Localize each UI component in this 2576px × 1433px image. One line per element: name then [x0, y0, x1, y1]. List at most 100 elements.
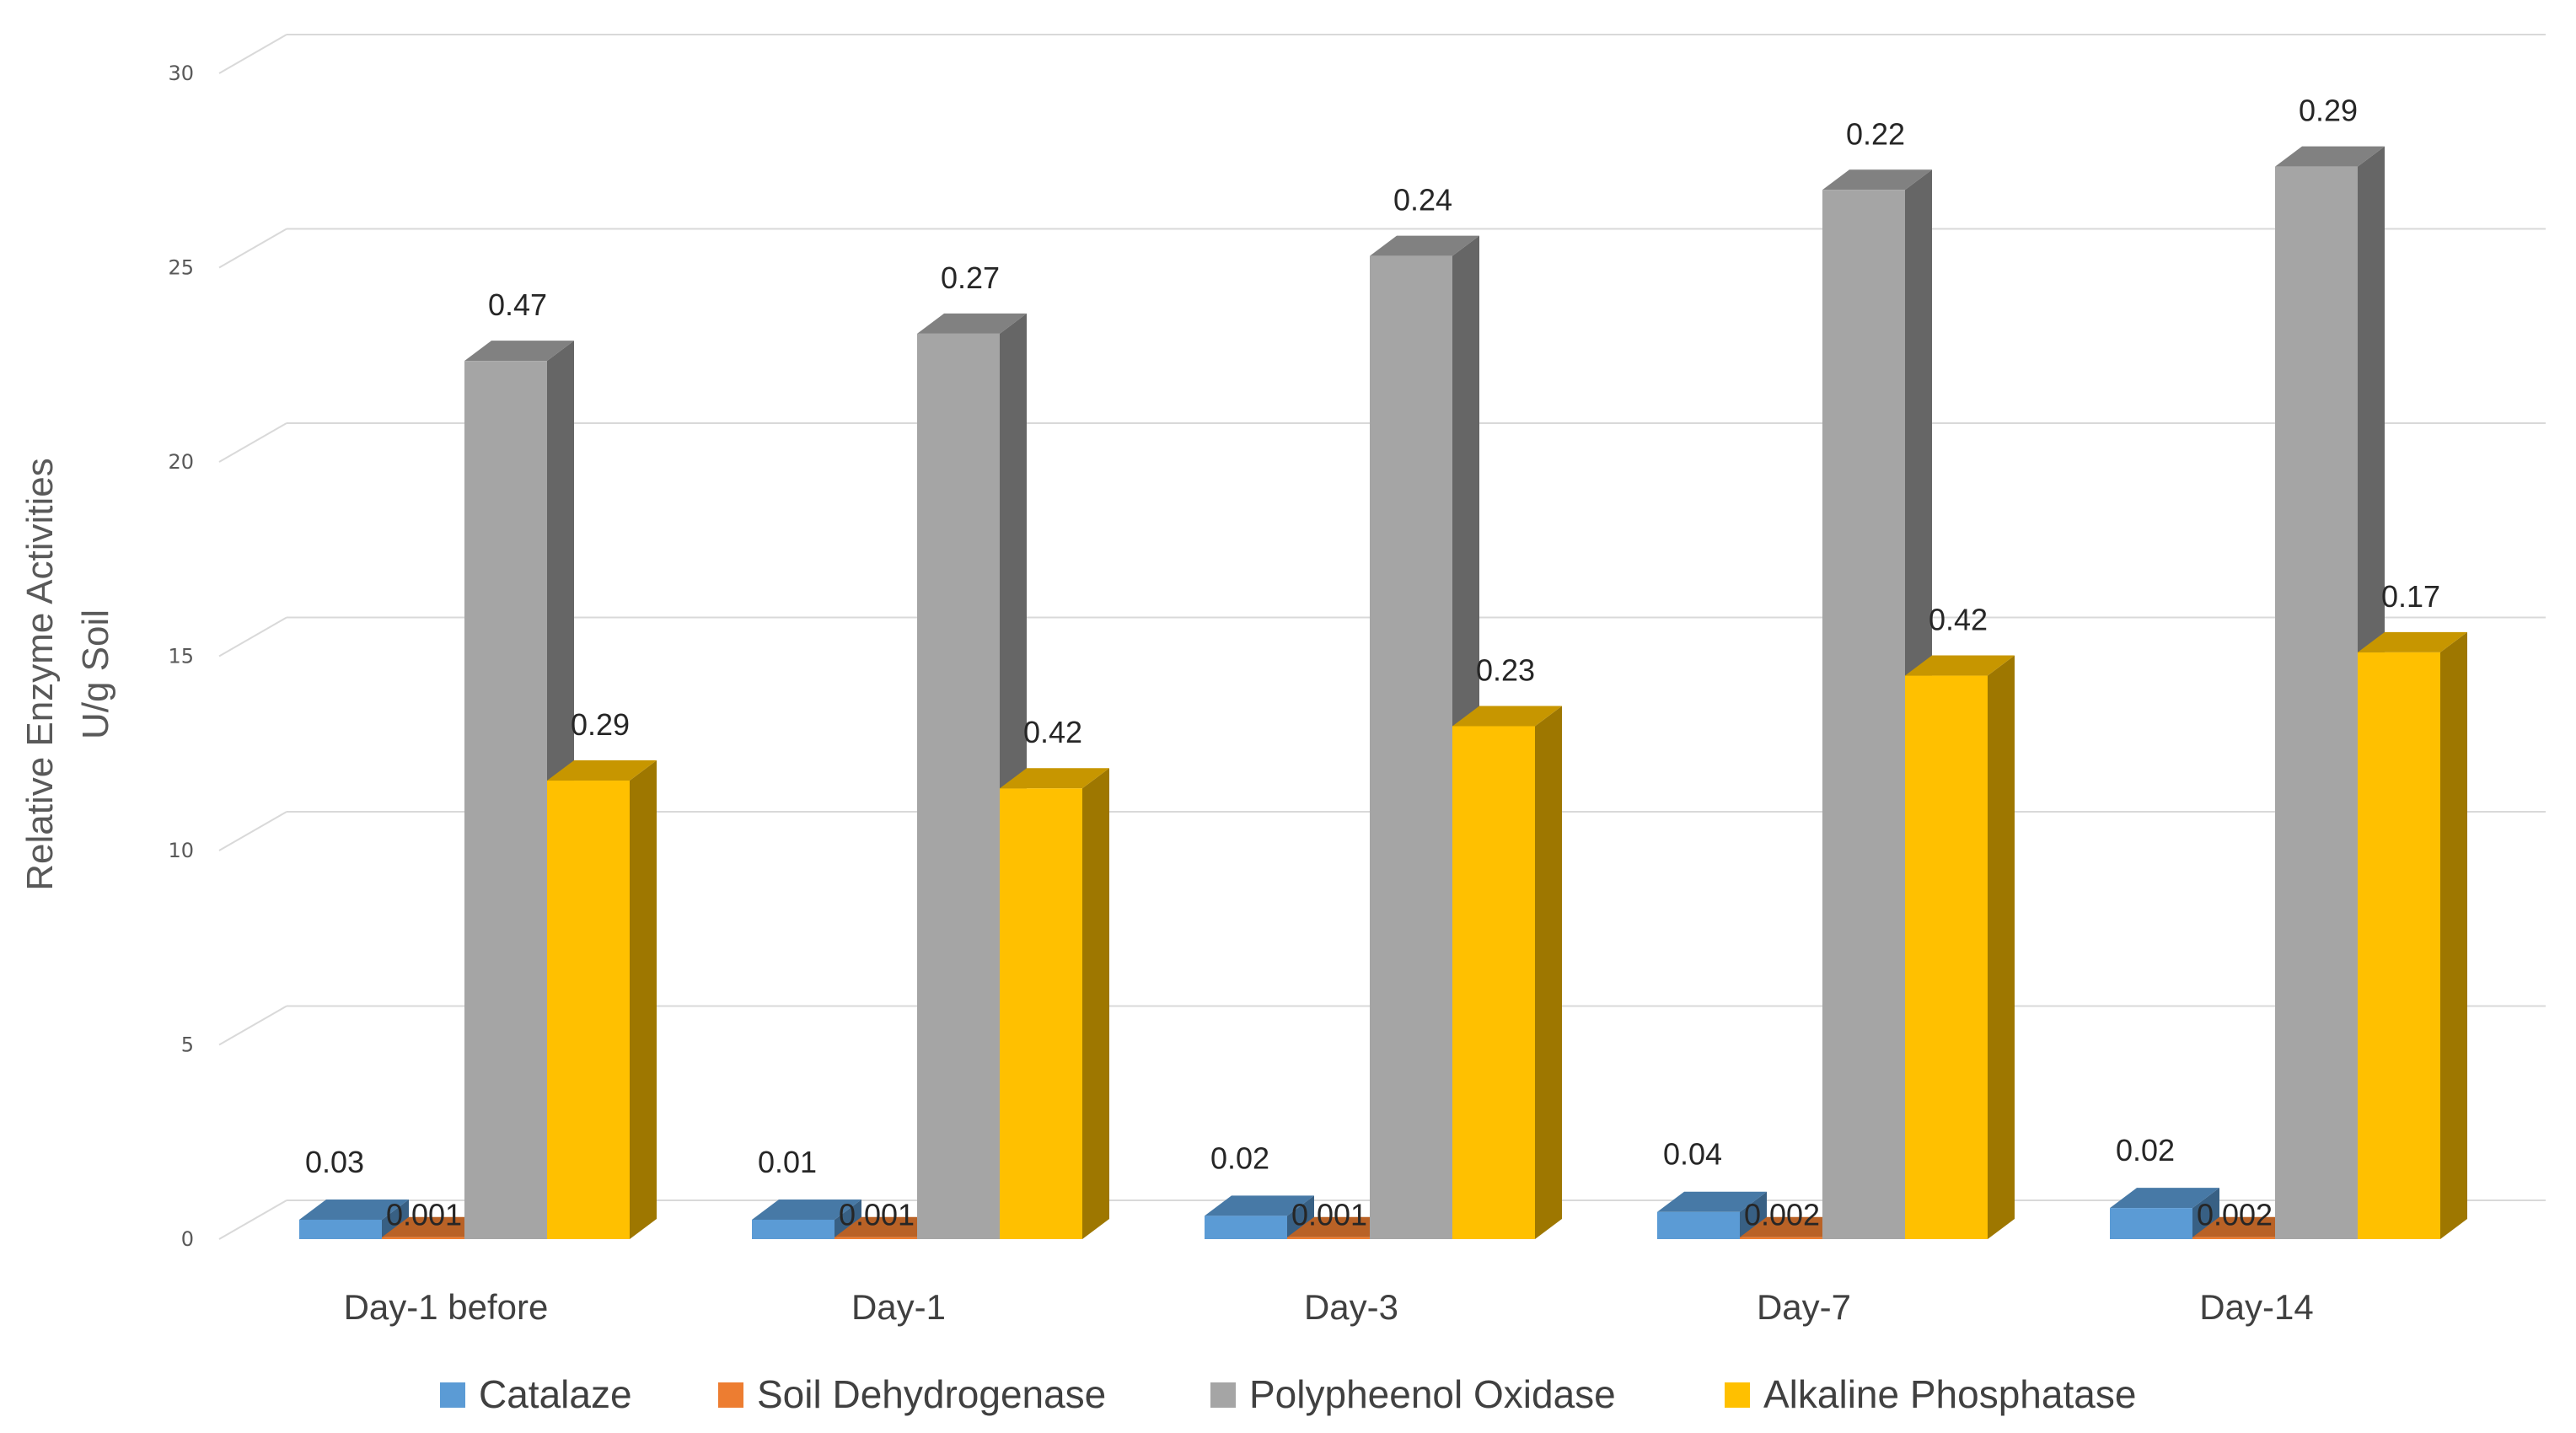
bar-front	[2110, 1208, 2192, 1239]
y-axis-title-line: U/g Soil	[75, 609, 116, 739]
bar-front	[547, 781, 630, 1239]
y-tick-label: 20	[168, 450, 194, 474]
data-label: 0.22	[1846, 116, 1905, 151]
bar-front	[2275, 166, 2358, 1239]
data-label: 0.04	[1663, 1137, 1722, 1172]
bar-front	[2358, 652, 2440, 1239]
legend-swatch	[1210, 1382, 1236, 1408]
data-label: 0.01	[758, 1145, 817, 1179]
gridline-diagonal	[218, 228, 287, 269]
x-tick-label: Day-14	[2199, 1287, 2313, 1327]
bar-alkaline-phosphatase: 0.42	[1000, 715, 1109, 1239]
bar-top	[2275, 146, 2385, 167]
legend-label: Polypheenol Oxidase	[1249, 1372, 1616, 1416]
legend-swatch	[1725, 1382, 1750, 1408]
bar-front	[299, 1219, 382, 1239]
bar-front	[1657, 1211, 1740, 1239]
data-label: 0.001	[386, 1198, 462, 1232]
x-tick-label: Day-1 before	[344, 1287, 549, 1327]
data-label: 0.002	[2197, 1198, 2273, 1232]
x-tick-label: Day-7	[1757, 1287, 1851, 1327]
data-label: 0.03	[305, 1145, 364, 1179]
bars: 0.03 0.001 0.47 0.29 Day-1 before 0.01 0.001 0.…	[299, 94, 2467, 1327]
bar-front	[1205, 1216, 1287, 1239]
data-label: 0.29	[2299, 94, 2358, 128]
bar-top	[299, 1199, 409, 1220]
bar-catalaze: 0.03	[299, 1145, 409, 1239]
bar-side	[382, 1199, 409, 1239]
gridline-diagonal	[218, 811, 287, 851]
bar-side	[1535, 706, 1562, 1239]
y-tick-label: 10	[168, 839, 194, 862]
data-label: 0.23	[1476, 652, 1535, 687]
bar-side	[1287, 1195, 1314, 1239]
data-label: 0.002	[1744, 1198, 1820, 1232]
x-tick-label: Day-3	[1304, 1287, 1398, 1327]
data-label: 0.47	[488, 287, 547, 322]
bar-side	[1988, 655, 2015, 1239]
y-axis-title: Relative Enzyme Activities U/g Soil	[19, 458, 116, 891]
bar-top	[1905, 655, 2015, 676]
y-tick-label: 0	[181, 1227, 194, 1251]
bar-catalaze: 0.02	[2110, 1133, 2219, 1239]
bar-front	[1000, 788, 1082, 1239]
legend-label: Soil Dehydrogenase	[757, 1372, 1106, 1416]
gridline-diagonal	[218, 1200, 287, 1240]
y-tick-label: 15	[168, 645, 194, 668]
y-tick-label: 5	[181, 1033, 194, 1057]
legend-item: Alkaline Phosphatase	[1725, 1372, 2136, 1416]
bar-front	[917, 333, 1000, 1239]
bar-top	[464, 341, 574, 362]
data-label: 0.24	[1393, 183, 1452, 217]
legend-swatch	[718, 1382, 743, 1408]
bar-front	[1822, 190, 1905, 1239]
bar-alkaline-phosphatase: 0.42	[1905, 603, 2015, 1239]
data-label: 0.27	[941, 260, 1000, 295]
bar-top	[917, 313, 1027, 334]
bar-soil-dehydrogenase: 0.001	[1287, 1198, 1397, 1239]
bar-catalaze: 0.04	[1657, 1137, 1767, 1239]
bar-front	[382, 1237, 464, 1239]
bar-side	[1082, 768, 1109, 1239]
bar-side	[2440, 631, 2467, 1239]
bar-top	[547, 760, 657, 781]
bar-top	[2110, 1188, 2219, 1209]
bar-catalaze: 0.01	[752, 1145, 861, 1239]
legend-swatch	[440, 1382, 465, 1408]
data-label: 0.42	[1929, 603, 1988, 637]
legend: Catalaze Soil Dehydrogenase Polypheenol Ox…	[440, 1372, 2136, 1416]
bar-front	[1740, 1237, 1822, 1239]
bar-top	[2358, 631, 2467, 652]
bar-front	[1452, 726, 1535, 1239]
data-label: 0.29	[571, 707, 630, 742]
y-tick-label: 25	[168, 256, 194, 280]
bar-alkaline-phosphatase: 0.17	[2358, 579, 2467, 1239]
data-label: 0.42	[1023, 715, 1082, 749]
legend-item: Soil Dehydrogenase	[718, 1372, 1106, 1416]
gridline-diagonal	[218, 422, 287, 463]
bar-top	[1370, 235, 1479, 256]
bar-top	[835, 1216, 944, 1237]
legend-label: Alkaline Phosphatase	[1763, 1372, 2136, 1416]
legend-label: Catalaze	[479, 1372, 632, 1416]
legend-item: Polypheenol Oxidase	[1210, 1372, 1616, 1416]
y-tick-label: 30	[168, 62, 194, 85]
bar-top	[1452, 706, 1562, 727]
data-label: 0.001	[1291, 1198, 1367, 1232]
bar-side	[2192, 1188, 2219, 1239]
bar-front	[2192, 1237, 2275, 1239]
legend-item: Catalaze	[440, 1372, 632, 1416]
gridline-diagonal	[218, 1005, 287, 1046]
bar-top	[1287, 1216, 1397, 1237]
data-label: 0.001	[839, 1198, 915, 1232]
bar-front	[835, 1237, 917, 1239]
gridline-diagonal	[218, 616, 287, 657]
data-label: 0.02	[1210, 1140, 1269, 1175]
gridline-diagonal	[218, 34, 287, 74]
data-label: 0.17	[2381, 579, 2440, 614]
bar-side	[1740, 1191, 1767, 1239]
bar-front	[1370, 255, 1452, 1239]
bar-alkaline-phosphatase: 0.23	[1452, 652, 1562, 1239]
